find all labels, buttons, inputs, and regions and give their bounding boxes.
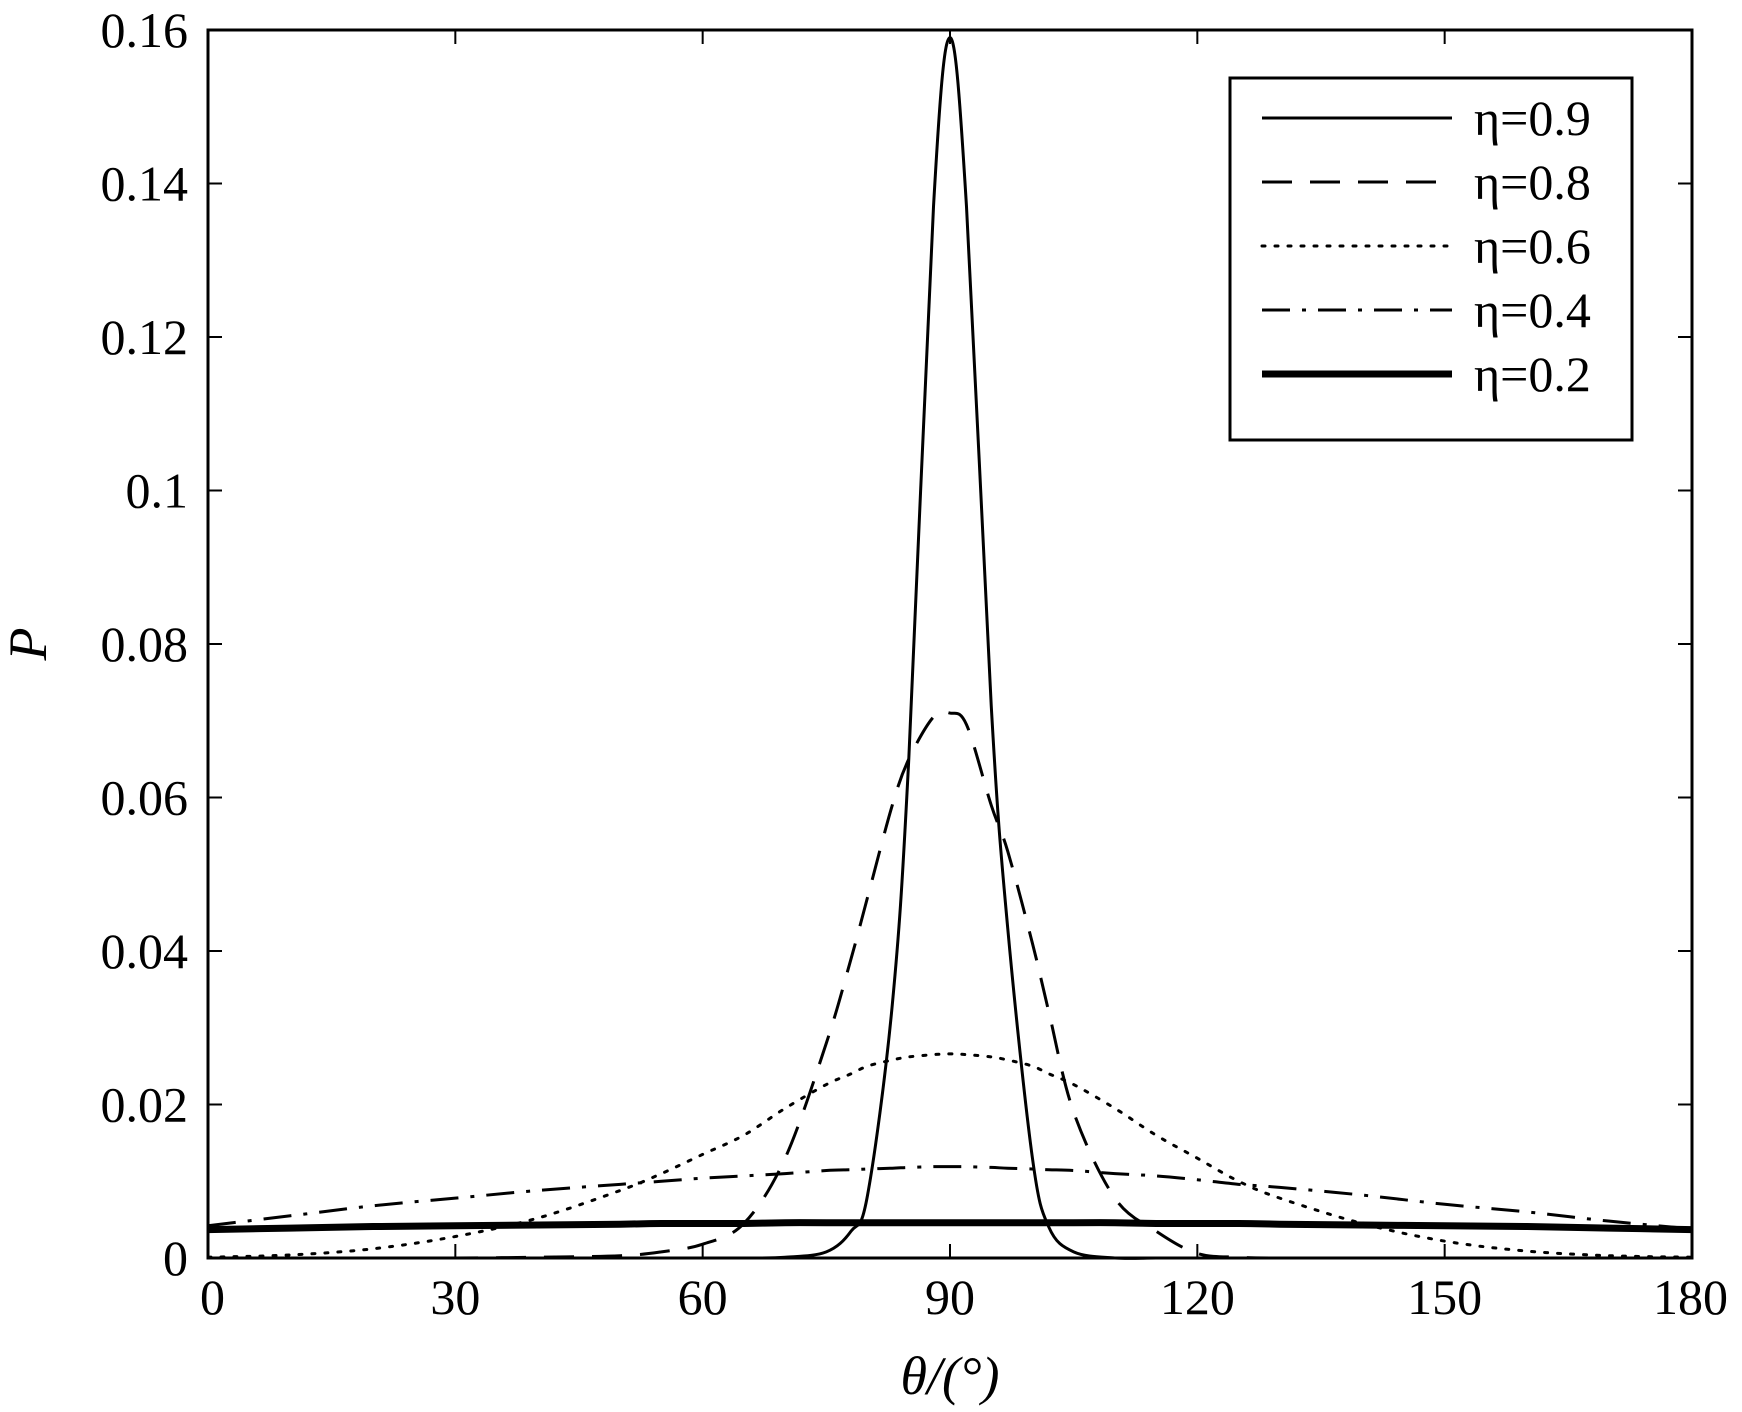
legend-label: η=0.2 [1474, 346, 1591, 402]
axis-ticks [207, 29, 1693, 1259]
y-tick-label: 0.12 [101, 309, 189, 365]
legend-label: η=0.9 [1474, 90, 1591, 146]
legend-label: η=0.6 [1474, 218, 1591, 274]
x-tick-label: 60 [678, 1269, 728, 1325]
x-tick-label: 120 [1160, 1269, 1235, 1325]
series-line-η=0.9 [208, 36, 1692, 1260]
legend-label: η=0.8 [1474, 154, 1591, 210]
y-tick-label: 0 [163, 1230, 188, 1286]
x-axis-label: θ/(°) [900, 1346, 999, 1406]
x-tick-label: 150 [1407, 1269, 1482, 1325]
series-line-η=0.6 [206, 1052, 1694, 1259]
y-tick-label: 0.1 [126, 463, 189, 519]
series-line-η=0.2 [207, 1219, 1693, 1234]
legend-items: η=0.9 η=0.8 η=0.6 η=0.4 η=0.2 [1260, 90, 1591, 402]
x-tick-label: 30 [430, 1269, 480, 1325]
y-tick-label: 0.16 [101, 2, 189, 58]
x-tick-label: 90 [925, 1269, 975, 1325]
x-tick-label: 180 [1653, 1269, 1728, 1325]
x-tick-label: 0 [200, 1269, 225, 1325]
series-line-η=0.8 [208, 710, 1692, 1260]
legend-label: η=0.4 [1474, 282, 1591, 338]
series-lines [206, 36, 1694, 1260]
legend: η=0.9 η=0.8 η=0.6 η=0.4 η=0.2 [1228, 76, 1634, 442]
y-tick-label: 0.06 [101, 770, 189, 826]
series-line-η=0.4 [207, 1165, 1693, 1231]
y-axis-label: P [0, 628, 58, 662]
y-tick-label: 0.04 [101, 923, 189, 979]
y-tick-label: 0.14 [101, 156, 189, 212]
y-tick-label: 0.08 [101, 616, 189, 672]
tick-labels: 0 30 60 90 120 150 180 0 0.02 0.04 0.06 0.08 0.1 0.12… [101, 2, 1729, 1325]
legend-box [1228, 76, 1634, 442]
y-tick-label: 0.02 [101, 1077, 189, 1133]
